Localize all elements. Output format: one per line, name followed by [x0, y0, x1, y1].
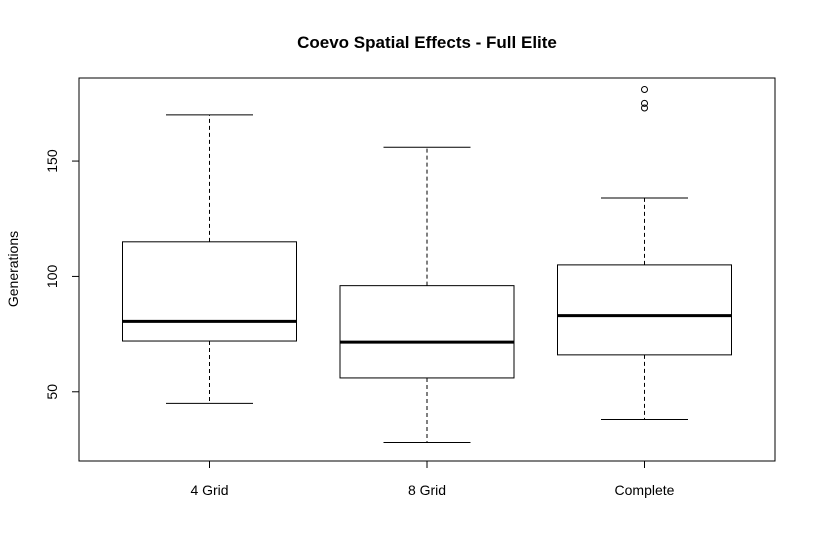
- x-tick-label: 8 Grid: [408, 482, 446, 498]
- outlier-point: [641, 86, 648, 94]
- y-tick-label: 50: [44, 384, 60, 400]
- y-tick-label: 100: [44, 265, 60, 289]
- box-iqr: [122, 241, 297, 342]
- outlier-point: [641, 99, 648, 107]
- x-tick-label: Complete: [615, 482, 675, 498]
- y-tick-label: 150: [44, 149, 60, 173]
- box-iqr: [339, 285, 515, 379]
- outlier-point: [641, 104, 648, 112]
- chart-title: Coevo Spatial Effects - Full Elite: [297, 33, 557, 52]
- x-tick-label: 4 Grid: [190, 482, 228, 498]
- plot-layer: 50 100 150 4 Grid 8 Grid Complete: [44, 86, 732, 498]
- box-iqr: [557, 264, 732, 356]
- y-axis-label: Generations: [5, 231, 21, 307]
